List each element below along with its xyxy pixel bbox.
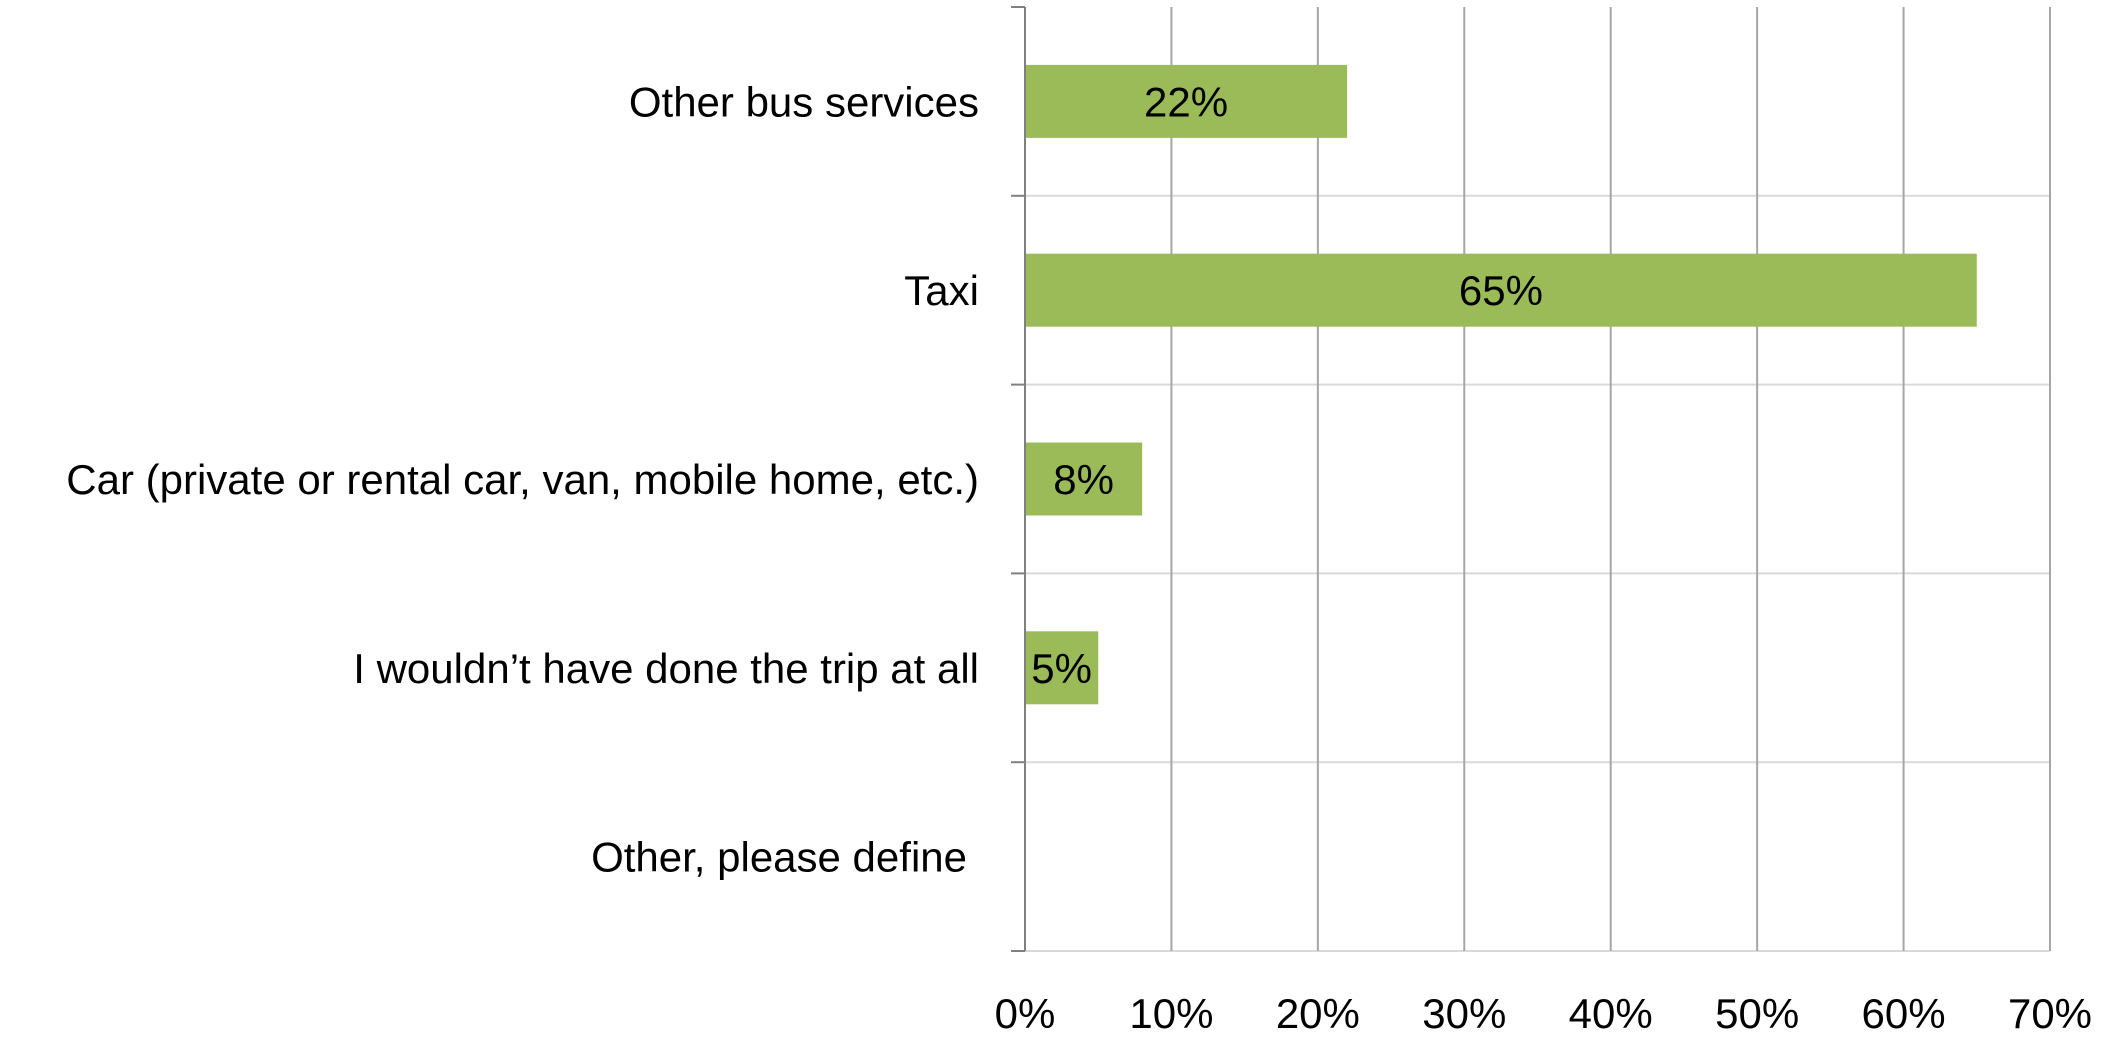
bar [1025, 253, 1977, 327]
grid-layer [1025, 7, 2051, 952]
x-tick-label: 70% [2008, 990, 2092, 1035]
category-label: Taxi [904, 267, 979, 314]
axis-layer [1011, 6, 1026, 952]
bar-layer [1025, 64, 1977, 705]
x-tick-label: 40% [1569, 990, 1653, 1035]
bar [1025, 631, 1099, 705]
label-layer: 0% 10% 20% 30% 40% 50% 60% 70% 22% Other bus serv… [66, 78, 2092, 1037]
x-tick-label: 50% [1715, 990, 1799, 1035]
category-label: I wouldn’t have done the trip at all [353, 645, 979, 692]
x-tick-label: 60% [1862, 990, 1946, 1035]
bar [1025, 442, 1143, 516]
category-label: Car (private or rental car, van, mobile … [66, 456, 979, 503]
category-label: Other, please define [591, 834, 967, 881]
x-tick-label: 10% [1129, 990, 1213, 1035]
bar-data-label: 5% [1031, 645, 1092, 692]
x-tick-label: 30% [1422, 990, 1506, 1035]
category-label: Other bus services [629, 78, 979, 125]
bar-data-label: 8% [1053, 456, 1114, 503]
x-tick-label: 20% [1276, 990, 1360, 1035]
x-tick-label: 0% [995, 990, 1056, 1035]
bar-data-label: 22% [1144, 78, 1228, 125]
bar-data-label: 65% [1459, 267, 1543, 314]
bar [1025, 64, 1348, 138]
